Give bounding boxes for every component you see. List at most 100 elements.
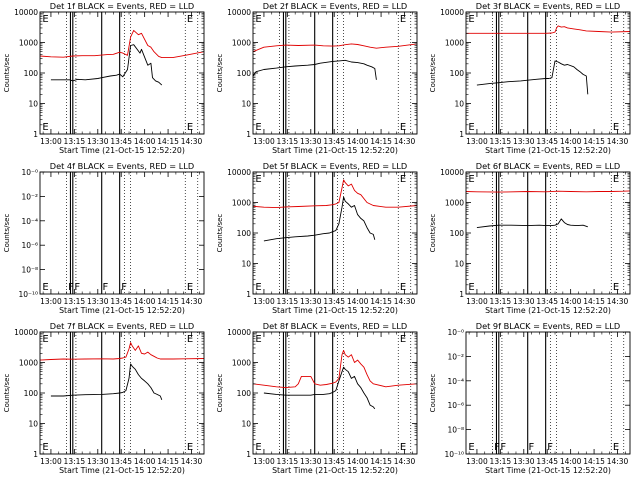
flag-label-top: E [42, 14, 48, 25]
flag-label-top: E [400, 14, 406, 25]
y-tick-label: 10⁻⁶ [21, 241, 38, 250]
flag-label: F [500, 442, 506, 453]
x-tick-label: 13:15 [64, 457, 86, 466]
series-line-events [50, 44, 163, 86]
y-tick-label: 10⁻⁸ [447, 426, 464, 435]
x-tick-label: 13:00 [253, 457, 275, 466]
flag-label: E [42, 282, 48, 293]
flag-label-top: E [613, 14, 619, 25]
chart-title: Det 9f BLACK = Events, RED = LLD [476, 321, 620, 331]
x-tick-label: 13:30 [513, 137, 535, 146]
y-tick-label: 100 [237, 389, 252, 398]
series-line-lld [39, 29, 205, 59]
x-tick-label: 13:15 [490, 457, 512, 466]
y-tick-label: 100 [450, 69, 465, 78]
plot-frame [465, 331, 631, 455]
flag-label: E [187, 442, 193, 453]
chart-title: Det 6f BLACK = Events, RED = LLD [476, 161, 620, 171]
y-tick-label: 1 [33, 450, 38, 459]
y-tick-label: 100 [24, 389, 39, 398]
x-tick-label: 14:30 [181, 457, 203, 466]
x-axis-label: Start Time (21-Oct-15 12:52:20) [485, 466, 611, 475]
plot-frame [465, 171, 631, 295]
y-tick-label: 1000 [19, 39, 38, 48]
x-axis-label: Start Time (21-Oct-15 12:52:20) [272, 306, 398, 315]
x-tick-label: 14:30 [607, 137, 629, 146]
x-tick-label: 13:15 [277, 137, 299, 146]
flag-label-top: E [187, 334, 193, 345]
flag-label: E [400, 442, 406, 453]
y-tick-label: 1000 [232, 199, 251, 208]
y-tick-label: 10⁻² [447, 352, 464, 361]
x-tick-label: 13:45 [536, 457, 558, 466]
plot-frame [252, 11, 418, 135]
flag-label-top: E [468, 14, 474, 25]
y-axis-label: Counts/sec [429, 54, 437, 93]
flag-label-top: E [187, 14, 193, 25]
x-axis-label: Start Time (21-Oct-15 12:52:20) [272, 146, 398, 155]
flag-label: E [613, 122, 619, 133]
flag-label: E [42, 442, 48, 453]
x-tick-label: 14:00 [134, 297, 156, 306]
y-tick-label: 10000 [227, 328, 251, 337]
x-tick-label: 14:15 [157, 297, 179, 306]
flag-label: E [187, 122, 193, 133]
x-tick-label: 14:15 [157, 457, 179, 466]
x-tick-label: 14:30 [394, 297, 416, 306]
y-tick-label: 10 [454, 260, 464, 269]
y-tick-label: 100 [237, 229, 252, 238]
x-tick-label: 13:30 [300, 297, 322, 306]
y-tick-label: 10000 [227, 8, 251, 17]
series-line-events [252, 59, 377, 80]
y-tick-label: 10⁻⁸ [21, 266, 38, 275]
x-axis-label: Start Time (21-Oct-15 12:52:20) [59, 466, 185, 475]
x-tick-label: 13:45 [536, 137, 558, 146]
x-tick-label: 14:30 [394, 137, 416, 146]
x-tick-label: 13:00 [466, 137, 488, 146]
x-tick-label: 14:00 [134, 137, 156, 146]
y-tick-label: 10 [28, 100, 38, 109]
x-tick-label: 13:45 [110, 137, 132, 146]
x-tick-label: 13:30 [513, 457, 535, 466]
y-axis-label: Counts/sec [3, 54, 11, 93]
series-line-lld [466, 25, 631, 34]
x-tick-label: 13:00 [253, 137, 275, 146]
x-tick-label: 13:30 [300, 137, 322, 146]
flag-label: E [468, 442, 474, 453]
flag-label: E [42, 122, 48, 133]
flag-label: E [255, 442, 261, 453]
chart-title: Det 1f BLACK = Events, RED = LLD [50, 1, 194, 11]
x-tick-label: 13:15 [490, 137, 512, 146]
y-tick-label: 1 [459, 130, 464, 139]
flag-label-top: E [255, 174, 261, 185]
x-tick-label: 13:00 [253, 297, 275, 306]
x-tick-label: 14:15 [157, 137, 179, 146]
x-tick-label: 13:45 [110, 457, 132, 466]
y-tick-label: 1 [459, 290, 464, 299]
x-tick-label: 14:00 [560, 297, 582, 306]
plot-frame [465, 11, 631, 135]
x-tick-label: 13:00 [40, 457, 62, 466]
x-tick-label: 14:15 [583, 457, 605, 466]
y-tick-label: 10⁻² [21, 192, 38, 201]
y-tick-label: 10⁻⁶ [447, 401, 464, 410]
x-tick-label: 13:45 [323, 297, 345, 306]
x-tick-label: 14:15 [370, 137, 392, 146]
y-tick-label: 100 [237, 69, 252, 78]
series-line-events [263, 196, 376, 242]
y-axis-label: Counts/sec [429, 214, 437, 253]
series-line-events [263, 366, 376, 410]
flag-label-top: E [468, 174, 474, 185]
x-tick-label: 13:30 [87, 457, 109, 466]
y-tick-label: 10000 [14, 328, 38, 337]
chart-title: Det 7f BLACK = Events, RED = LLD [50, 321, 194, 331]
x-tick-label: 14:00 [347, 297, 369, 306]
flag-label: E [187, 282, 193, 293]
flag-label: F [547, 442, 553, 453]
y-axis-label: Counts/sec [3, 374, 11, 413]
